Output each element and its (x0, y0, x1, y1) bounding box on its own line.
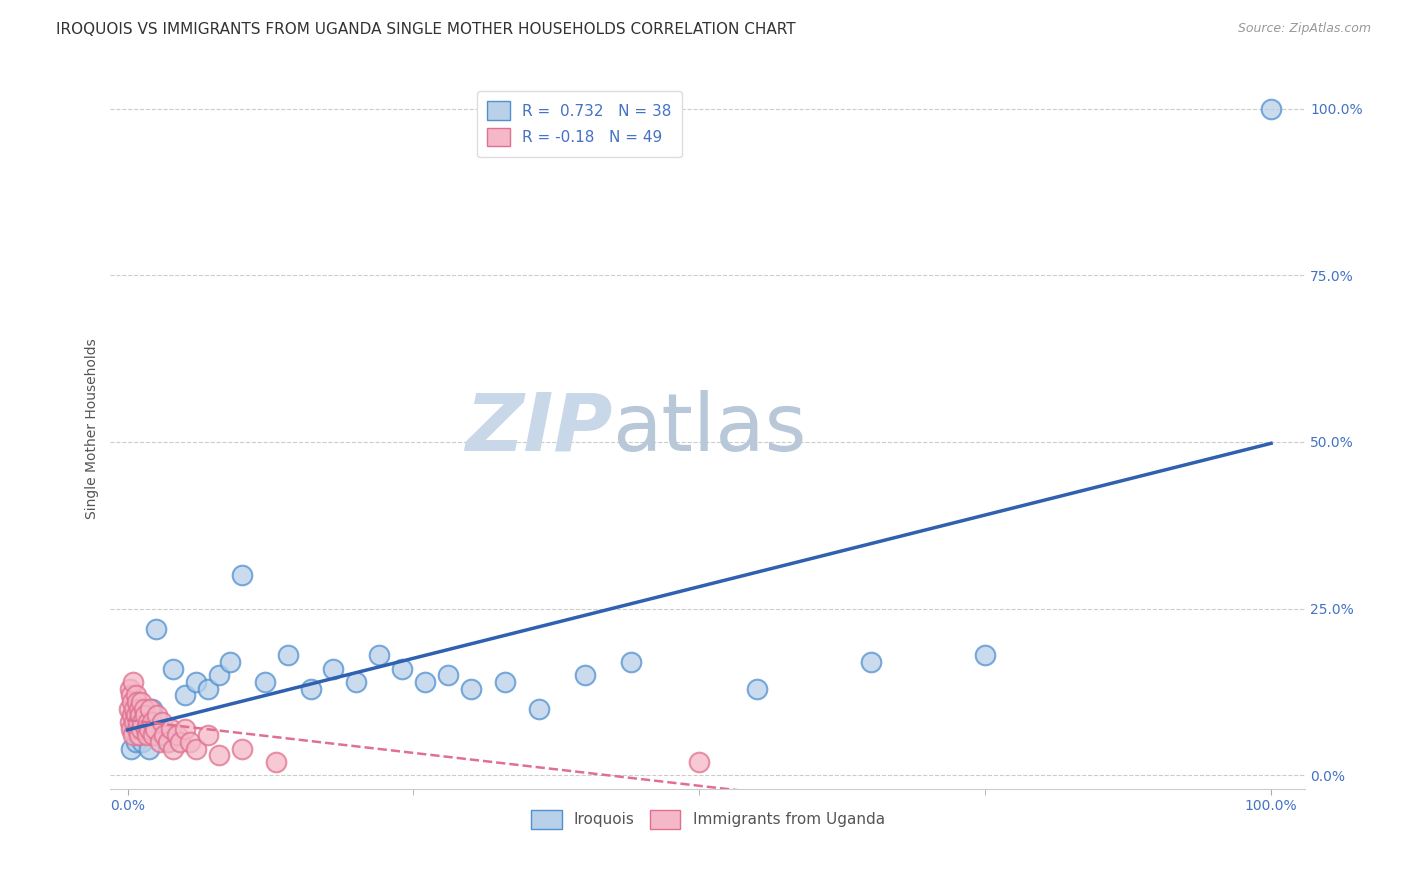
Point (150, 714, 173, 729)
Point (138, 741, 160, 756)
Point (197, 728, 219, 742)
Point (128, 701, 150, 715)
Point (162, 661, 184, 675)
Point (120, 741, 142, 756)
Point (132, 701, 155, 715)
Point (169, 735, 191, 749)
Point (859, 655, 882, 669)
Point (121, 695, 143, 709)
Point (299, 681, 322, 696)
Point (124, 714, 146, 729)
Point (134, 708, 156, 723)
Point (253, 674, 276, 689)
Point (208, 748, 231, 763)
Point (138, 722, 160, 736)
Point (146, 708, 169, 723)
Point (120, 688, 142, 702)
Point (197, 681, 219, 696)
Point (231, 568, 253, 582)
Point (141, 701, 163, 715)
Point (277, 648, 299, 663)
Point (145, 622, 167, 636)
Point (208, 668, 231, 682)
Point (322, 661, 344, 675)
Point (391, 661, 413, 675)
Point (124, 735, 146, 749)
Point (166, 728, 188, 742)
Point (688, 755, 710, 769)
Point (156, 735, 179, 749)
Point (173, 688, 195, 702)
Point (574, 668, 596, 682)
Point (120, 722, 142, 736)
Point (136, 714, 159, 729)
Point (125, 722, 148, 736)
Point (122, 674, 145, 689)
Point (150, 722, 173, 736)
Point (128, 728, 150, 742)
Point (122, 728, 145, 742)
Point (118, 701, 141, 715)
Point (368, 648, 391, 663)
Legend: Iroquois, Immigrants from Uganda: Iroquois, Immigrants from Uganda (524, 804, 891, 835)
Point (129, 714, 152, 729)
Point (160, 722, 183, 736)
Text: Source: ZipAtlas.com: Source: ZipAtlas.com (1237, 22, 1371, 36)
Text: ZIP: ZIP (465, 390, 612, 467)
Point (118, 681, 141, 696)
Point (124, 688, 146, 702)
Point (118, 714, 141, 729)
Point (129, 708, 152, 723)
Point (124, 708, 146, 723)
Point (122, 722, 145, 736)
Point (1260, 102, 1282, 116)
Y-axis label: Single Mother Households: Single Mother Households (86, 338, 100, 519)
Point (143, 722, 166, 736)
Text: atlas: atlas (612, 390, 807, 467)
Point (139, 701, 162, 715)
Point (141, 714, 163, 729)
Point (494, 674, 516, 689)
Point (142, 728, 165, 742)
Point (136, 728, 159, 742)
Point (129, 695, 152, 709)
Point (125, 695, 148, 709)
Point (135, 722, 157, 736)
Point (173, 722, 195, 736)
Point (156, 735, 179, 749)
Point (974, 648, 997, 663)
Point (231, 741, 253, 756)
Point (344, 674, 367, 689)
Point (529, 701, 551, 715)
Point (131, 735, 153, 749)
Point (149, 735, 172, 749)
Point (460, 681, 482, 696)
Point (127, 714, 149, 729)
Point (186, 674, 208, 689)
Point (131, 714, 153, 729)
Point (127, 728, 149, 742)
Point (124, 701, 146, 715)
Point (219, 655, 242, 669)
Point (179, 735, 201, 749)
Point (121, 708, 143, 723)
Point (162, 741, 184, 756)
Text: IROQUOIS VS IMMIGRANTS FROM UGANDA SINGLE MOTHER HOUSEHOLDS CORRELATION CHART: IROQUOIS VS IMMIGRANTS FROM UGANDA SINGL… (56, 22, 796, 37)
Point (134, 722, 156, 736)
Point (129, 722, 152, 736)
Point (436, 668, 458, 682)
Point (186, 741, 208, 756)
Point (620, 655, 643, 669)
Point (264, 755, 287, 769)
Point (413, 674, 436, 689)
Point (153, 728, 176, 742)
Point (136, 708, 159, 723)
Point (745, 681, 768, 696)
